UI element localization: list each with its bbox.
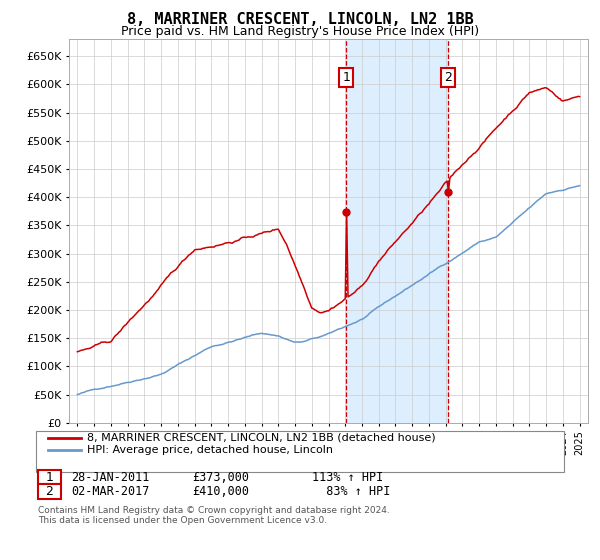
Text: 8, MARRINER CRESCENT, LINCOLN, LN2 1BB: 8, MARRINER CRESCENT, LINCOLN, LN2 1BB [127, 12, 473, 27]
Text: Price paid vs. HM Land Registry's House Price Index (HPI): Price paid vs. HM Land Registry's House … [121, 25, 479, 38]
Text: 02-MAR-2017: 02-MAR-2017 [71, 485, 149, 498]
Text: HPI: Average price, detached house, Lincoln: HPI: Average price, detached house, Linc… [87, 445, 333, 455]
Text: 113% ↑ HPI: 113% ↑ HPI [312, 470, 383, 484]
Text: 8, MARRINER CRESCENT, LINCOLN, LN2 1BB (detached house): 8, MARRINER CRESCENT, LINCOLN, LN2 1BB (… [87, 433, 436, 443]
Text: 1: 1 [45, 470, 53, 484]
Bar [346, 39, 448, 423]
Text: 2: 2 [45, 485, 53, 498]
Text: 2: 2 [445, 71, 452, 84]
Text: Contains HM Land Registry data © Crown copyright and database right 2024.: Contains HM Land Registry data © Crown c… [38, 506, 389, 515]
Text: 1: 1 [343, 71, 350, 84]
Text: 83% ↑ HPI: 83% ↑ HPI [312, 485, 391, 498]
Text: 28-JAN-2011: 28-JAN-2011 [71, 470, 149, 484]
Text: £373,000: £373,000 [192, 470, 249, 484]
Text: £410,000: £410,000 [192, 485, 249, 498]
Text: This data is licensed under the Open Government Licence v3.0.: This data is licensed under the Open Gov… [38, 516, 327, 525]
